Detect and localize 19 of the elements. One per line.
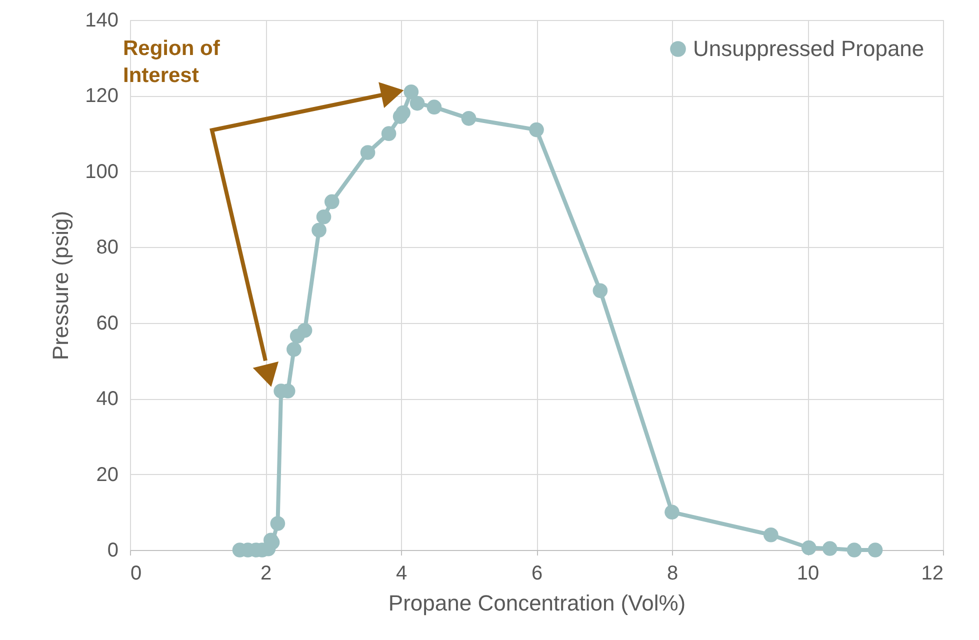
y-tick-label: 140 xyxy=(85,10,118,32)
x-tick-label: 0 xyxy=(130,562,142,584)
y-axis-title: Pressure (psig) xyxy=(48,210,74,360)
x-tick-label: 2 xyxy=(260,562,272,584)
y-tick-label: 80 xyxy=(96,236,118,259)
y-tick-label: 100 xyxy=(85,160,118,183)
x-tick-label: 4 xyxy=(396,562,408,584)
x-tick-label: 8 xyxy=(666,562,678,584)
y-tick-label: 120 xyxy=(85,85,118,108)
x-axis-title: Propane Concentration (Vol%) xyxy=(388,590,686,616)
y-tick-label: 60 xyxy=(96,312,118,334)
x-tick-label: 6 xyxy=(531,562,543,584)
x-tick-label: 10 xyxy=(796,562,820,584)
legend-label: Unsuppressed Propane xyxy=(693,36,924,61)
x-tick-label: 12 xyxy=(921,562,944,584)
annotation: Region of Interest xyxy=(123,37,221,87)
y-tick-label: 40 xyxy=(96,388,118,410)
y-tick-label: 0 xyxy=(107,540,118,562)
y-tick-label: 20 xyxy=(96,464,118,486)
